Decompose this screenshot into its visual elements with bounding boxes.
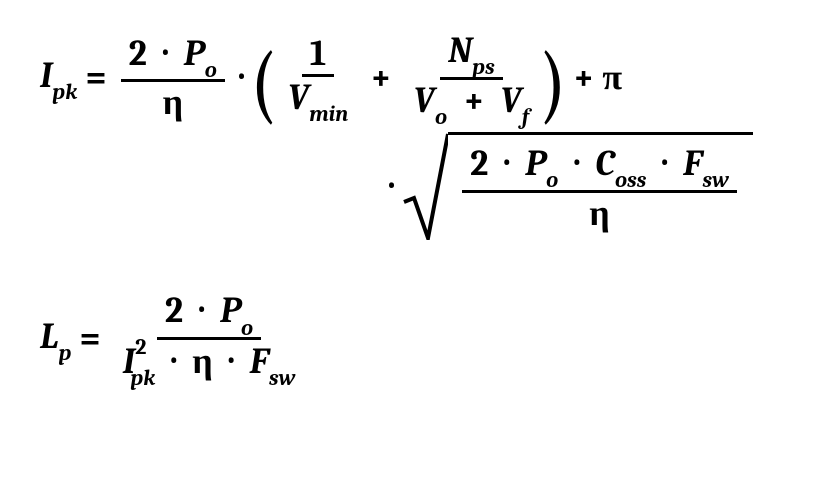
numerator: Nps [440, 30, 502, 80]
denominator: Vo + Vf [406, 80, 538, 127]
plus-sign: + [370, 58, 391, 98]
fraction-Nps-over-VoVf: Nps Vo + Vf [406, 30, 538, 126]
numerator: 2 · Po [157, 290, 261, 340]
multiply-dot: · [239, 56, 244, 96]
numerator: 1 [302, 33, 335, 78]
equation-2: Lp = 2 · Po I2pk · η · Fsw [40, 290, 793, 387]
symbol-pi: π [602, 58, 622, 98]
fraction-2Po-over-eta: 2 · Po η [121, 33, 225, 124]
var-I: Ipk [40, 56, 77, 101]
equation-1-line-2: · 2 · Po · Coss · Fsw η [40, 132, 793, 240]
equals-sign: = [85, 58, 106, 98]
equals-sign: = [79, 319, 100, 359]
var-L: Lp [40, 317, 71, 362]
denominator: η [155, 82, 191, 124]
denominator: Vmin [280, 77, 356, 124]
multiply-dot: · [389, 165, 394, 205]
fraction-1-over-Vmin: 1 Vmin [280, 33, 356, 124]
denominator: η [581, 193, 617, 235]
fraction-Lp: 2 · Po I2pk · η · Fsw [115, 290, 304, 387]
numerator: 2 · Po [121, 33, 225, 83]
equation-1-line-1: Ipk = 2 · Po η · ( 1 Vmin + Nps Vo + Vf … [40, 30, 793, 126]
square-root: 2 · Po · Coss · Fsw η [402, 132, 753, 240]
numerator: 2 · Po · Coss · Fsw [462, 143, 737, 193]
radical-icon [402, 132, 448, 240]
plus-sign: + [573, 58, 594, 98]
denominator: I2pk · η · Fsw [115, 340, 304, 388]
fraction-under-root: 2 · Po · Coss · Fsw η [462, 143, 737, 234]
radicand: 2 · Po · Coss · Fsw η [448, 132, 753, 240]
